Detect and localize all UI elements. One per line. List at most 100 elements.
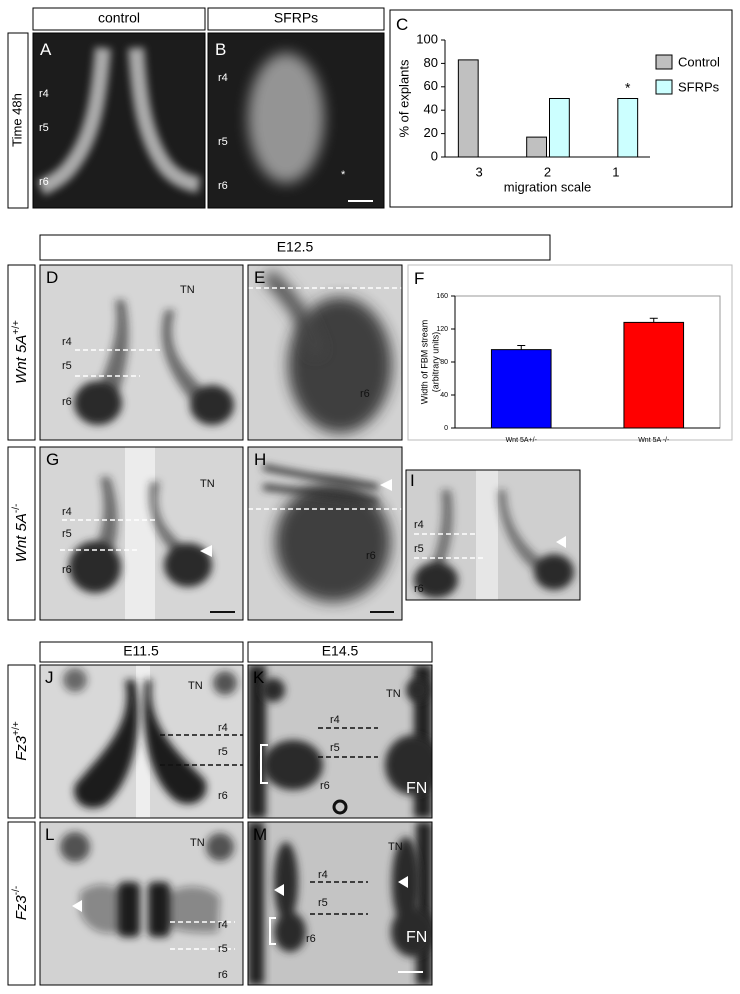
x-tick-label: 2 (544, 164, 551, 179)
header-box (39, 641, 244, 663)
micrograph: D TN r4 r5 r6 (40, 265, 243, 440)
legend-label: Control (678, 54, 720, 69)
y-axis-label: % of explants (396, 59, 411, 138)
x-tick-label: 3 (476, 164, 483, 179)
region-label: r5 (218, 136, 228, 148)
micrograph: M TN r4 r5 r6 FN (248, 822, 432, 985)
y-axis-label: (arbitrary units) (430, 332, 440, 393)
region-label: r4 (414, 519, 424, 531)
region-label: r5 (414, 543, 424, 555)
region-label: TN (180, 284, 195, 296)
region-label: FN (406, 780, 427, 797)
y-tick-label: 40 (440, 392, 448, 399)
region-label: r6 (62, 396, 72, 408)
bar (549, 98, 570, 158)
gene: Wnt 5A (13, 335, 30, 384)
legend-label: SFRPs (678, 79, 720, 94)
row-label-box (7, 821, 36, 986)
region-label: r6 (218, 790, 228, 802)
bar (526, 136, 548, 158)
region-label: r5 (218, 746, 228, 758)
row-label: Fz3+/+ (11, 721, 30, 761)
bar (623, 321, 685, 429)
y-tick-label: 0 (431, 148, 438, 163)
region-label: TN (386, 688, 401, 700)
region-label: r5 (218, 943, 228, 955)
region-label: TN (388, 841, 403, 853)
bar (457, 59, 479, 158)
column-header: E12.5 (277, 239, 314, 255)
region-label: r4 (218, 72, 228, 84)
panel-border (247, 264, 403, 441)
region-label: r5 (39, 122, 49, 134)
column-header: E11.5 (123, 643, 159, 659)
marker: * (341, 169, 346, 181)
region-label: r4 (330, 714, 340, 726)
panel-letter: J (45, 668, 54, 687)
micrograph: J TN r4 r5 r6 (40, 665, 243, 818)
column-header: SFRPs (274, 10, 318, 26)
genotype: +/+ (11, 320, 22, 335)
bar (617, 98, 639, 158)
row-label: Time 48h (9, 93, 24, 147)
micrograph: A r4 r5 r6 (33, 33, 205, 208)
y-tick-label: 20 (424, 125, 438, 140)
panel-letter: G (46, 450, 59, 469)
panel-border (405, 469, 581, 601)
panel-letter: A (40, 40, 52, 59)
y-tick-label: 100 (416, 31, 438, 46)
region-label: r5 (330, 742, 340, 754)
region-label: r6 (320, 780, 330, 792)
header-box (247, 641, 433, 663)
region-label: r6 (218, 180, 228, 192)
bar (490, 349, 552, 429)
gene: Wnt 5A (13, 513, 30, 562)
panel-letter: E (254, 268, 265, 287)
panel-border (247, 664, 433, 819)
panel-border (39, 664, 244, 819)
micrograph: E r6 (248, 265, 402, 440)
panel-letter: H (254, 450, 266, 469)
region-label: r6 (360, 388, 370, 400)
header-box (39, 234, 551, 261)
region-label: r6 (414, 583, 424, 595)
region-label: FN (406, 929, 427, 946)
x-tick-label: Wnt 5A+/- (506, 437, 538, 444)
panel-letter: F (414, 269, 424, 288)
region-label: r4 (218, 722, 228, 734)
panel-letter: B (215, 40, 226, 59)
genotype: -/- (11, 504, 22, 513)
y-tick-label: 40 (424, 102, 438, 117)
region-label: r6 (366, 550, 376, 562)
region-label: r6 (39, 176, 49, 188)
gene: Fz3 (13, 735, 30, 761)
column-header: control (98, 10, 140, 26)
y-tick-label: 80 (424, 55, 438, 70)
row-label-box (7, 446, 36, 621)
micrograph: L TN r4 r5 r6 (40, 822, 243, 985)
gene: Fz3 (13, 895, 30, 921)
panel-letter: I (410, 471, 415, 490)
region-label: r5 (62, 528, 72, 540)
genotype: -/- (11, 886, 22, 895)
panel-letter: C (396, 15, 408, 34)
panel-border (247, 446, 403, 621)
micrograph: K TN r4 r5 r6 FN (248, 665, 432, 818)
region-label: r5 (318, 897, 328, 909)
region-label: r6 (62, 564, 72, 576)
panel-letter: D (46, 268, 58, 287)
y-tick-label: 0 (444, 425, 448, 432)
row-label: Fz3-/- (11, 886, 30, 920)
micrograph: H r6 (248, 447, 402, 620)
panel-border (39, 821, 244, 986)
region-label: TN (188, 680, 203, 692)
region-label: r4 (62, 506, 72, 518)
y-tick-label: 120 (436, 326, 448, 333)
panel-border (32, 32, 206, 209)
y-axis-label: Width of FBM stream (419, 320, 429, 405)
x-tick-label: 1 (612, 164, 619, 179)
panel-border (39, 264, 244, 441)
header-box (32, 7, 206, 31)
y-tick-label: 80 (440, 359, 448, 366)
